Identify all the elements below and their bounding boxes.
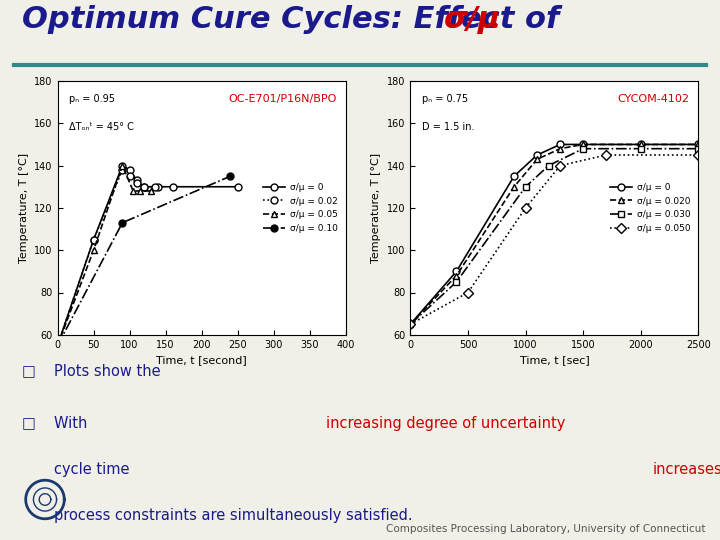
Line: σ/μ = 0.030: σ/μ = 0.030 (407, 145, 702, 328)
σ/μ = 0 (533, 152, 541, 158)
Y-axis label: Temperature, T [°C]: Temperature, T [°C] (19, 153, 29, 263)
σ/μ = 0 (452, 268, 461, 274)
Text: D = 1.5 in.: D = 1.5 in. (422, 122, 474, 132)
σ/μ = 0 (154, 184, 163, 190)
σ/μ = 0.050 (406, 321, 415, 327)
σ/μ = 0.030 (452, 279, 461, 285)
σ/μ = 0 (233, 184, 242, 190)
σ/μ = 0.02 (150, 184, 159, 190)
σ/μ = 0.030 (636, 145, 645, 152)
σ/μ = 0 (53, 342, 62, 349)
σ/μ = 0.05 (89, 247, 98, 253)
σ/μ = 0.05 (136, 188, 145, 194)
σ/μ = 0.030 (694, 145, 703, 152)
Line: σ/μ = 0.10: σ/μ = 0.10 (54, 173, 234, 349)
σ/μ = 0.020 (510, 184, 518, 190)
σ/μ = 0.020 (533, 156, 541, 163)
Text: σ/μ: σ/μ (444, 5, 502, 34)
σ/μ = 0.10 (226, 173, 235, 179)
σ/μ = 0.020 (636, 141, 645, 147)
σ/μ = 0.020 (694, 141, 703, 147)
σ/μ = 0.02 (89, 237, 98, 243)
X-axis label: Time, t [second]: Time, t [second] (156, 355, 247, 365)
σ/μ = 0 (89, 237, 98, 243)
σ/μ = 0 (132, 177, 141, 184)
σ/μ = 0 (118, 163, 127, 169)
σ/μ = 0 (579, 141, 588, 147)
σ/μ = 0.05 (129, 188, 138, 194)
σ/μ = 0.020 (556, 145, 564, 152)
σ/μ = 0 (406, 321, 415, 327)
Text: Plots show the: Plots show the (54, 364, 166, 379)
σ/μ = 0.050 (521, 205, 530, 211)
Text: increases: increases (653, 462, 720, 477)
Y-axis label: Temperature, T [°C]: Temperature, T [°C] (372, 153, 382, 263)
σ/μ = 0.030 (406, 321, 415, 327)
Line: σ/μ = 0: σ/μ = 0 (407, 141, 702, 328)
X-axis label: Time, t [sec]: Time, t [sec] (520, 355, 589, 365)
Legend: σ/μ = 0, σ/μ = 0.020, σ/μ = 0.030, σ/μ = 0.050: σ/μ = 0, σ/μ = 0.020, σ/μ = 0.030, σ/μ =… (606, 179, 694, 237)
Line: σ/μ = 0.020: σ/μ = 0.020 (407, 141, 702, 328)
Text: ΔTₒₙᵗ = 45° C: ΔTₒₙᵗ = 45° C (69, 122, 134, 132)
σ/μ = 0.050 (694, 152, 703, 158)
σ/μ = 0.050 (464, 289, 472, 296)
Text: CYCOM-4102: CYCOM-4102 (618, 94, 690, 104)
Text: pₙ = 0.75: pₙ = 0.75 (422, 94, 468, 104)
σ/μ = 0.030 (521, 184, 530, 190)
σ/μ = 0 (510, 173, 518, 179)
Text: □: □ (22, 416, 35, 431)
σ/μ = 0.020 (452, 272, 461, 279)
σ/μ = 0.020 (406, 321, 415, 327)
σ/μ = 0.030 (544, 163, 553, 169)
σ/μ = 0.02 (125, 173, 134, 179)
Text: increasing degree of uncertainty: increasing degree of uncertainty (326, 416, 565, 431)
σ/μ = 0 (556, 141, 564, 147)
Text: Optimum Cure Cycles: Effect of: Optimum Cure Cycles: Effect of (22, 5, 570, 34)
Line: σ/μ = 0.05: σ/μ = 0.05 (54, 162, 155, 349)
Legend: σ/μ = 0, σ/μ = 0.02, σ/μ = 0.05, σ/μ = 0.10: σ/μ = 0, σ/μ = 0.02, σ/μ = 0.05, σ/μ = 0… (259, 179, 341, 237)
σ/μ = 0 (636, 141, 645, 147)
σ/μ = 0.02 (53, 342, 62, 349)
σ/μ = 0.10 (118, 219, 127, 226)
σ/μ = 0.10 (53, 342, 62, 349)
Text: cycle time: cycle time (54, 462, 134, 477)
σ/μ = 0.05 (53, 342, 62, 349)
Text: process constraints are simultaneously satisfied.: process constraints are simultaneously s… (54, 508, 413, 523)
σ/μ = 0.05 (147, 188, 156, 194)
σ/μ = 0.050 (602, 152, 611, 158)
σ/μ = 0.02 (140, 184, 148, 190)
σ/μ = 0 (694, 141, 703, 147)
Text: OC-E701/P16N/BPO: OC-E701/P16N/BPO (228, 94, 337, 104)
Line: σ/μ = 0.050: σ/μ = 0.050 (407, 152, 702, 328)
σ/μ = 0 (168, 184, 177, 190)
σ/μ = 0.050 (556, 163, 564, 169)
Text: □: □ (22, 364, 35, 379)
Text: pₙ = 0.95: pₙ = 0.95 (69, 94, 115, 104)
σ/μ = 0.030 (579, 145, 588, 152)
σ/μ = 0 (125, 166, 134, 173)
Text: Composites Processing Laboratory, University of Connecticut: Composites Processing Laboratory, Univer… (386, 524, 706, 534)
σ/μ = 0.02 (132, 179, 141, 186)
Text: With: With (54, 416, 92, 431)
σ/μ = 0.02 (118, 166, 127, 173)
Line: σ/μ = 0.02: σ/μ = 0.02 (54, 166, 158, 349)
Line: σ/μ = 0: σ/μ = 0 (54, 162, 241, 349)
σ/μ = 0.05 (118, 163, 127, 169)
σ/μ = 0 (140, 184, 148, 190)
σ/μ = 0.020 (579, 141, 588, 147)
